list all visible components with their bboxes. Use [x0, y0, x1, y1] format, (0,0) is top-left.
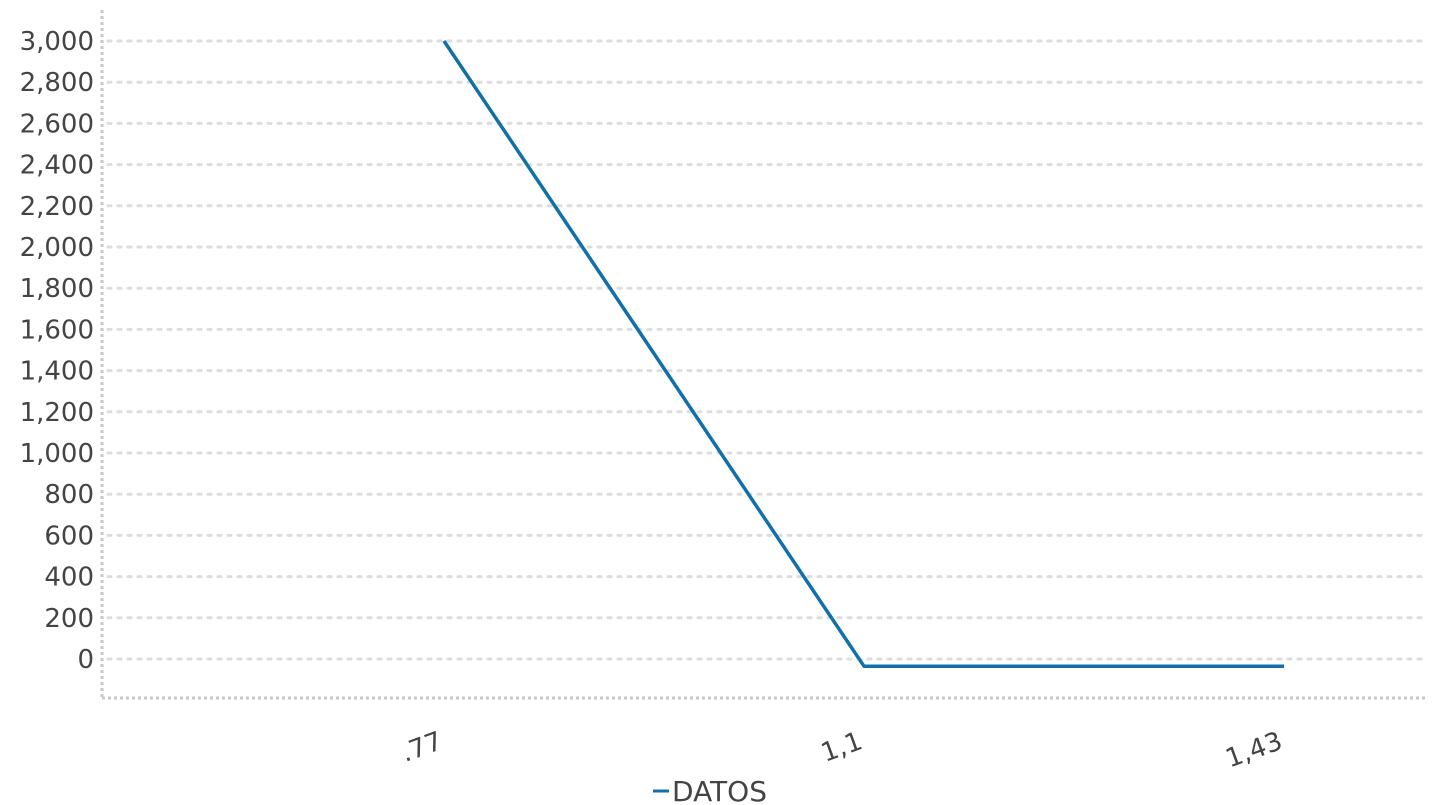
- y-tick-label: 2,600: [20, 109, 94, 139]
- x-axis-tick-labels: .77 1,1 1,43: [397, 726, 1286, 774]
- y-tick-label: 800: [44, 480, 94, 510]
- x-tick-label: .77: [397, 726, 446, 768]
- y-tick-label: 1,000: [20, 439, 94, 469]
- y-tick-label: 2,800: [20, 68, 94, 98]
- y-tick-label: 200: [44, 604, 94, 634]
- y-tick-label: 2,000: [20, 233, 94, 263]
- y-tick-label: 400: [44, 563, 94, 593]
- y-axis-tick-labels: 0 200 400 600 800 1,000 1,200 1,400 1,600 1,800 2,…: [20, 27, 94, 675]
- gridlines: [106, 39, 1430, 661]
- axes: [100, 10, 1428, 700]
- x-tick-label: 1,1: [817, 726, 866, 768]
- legend-label-datos: DATOS: [672, 775, 767, 805]
- x-tick-label: 1,43: [1222, 726, 1287, 774]
- series-line-datos: [442, 40, 1284, 668]
- y-tick-label: 1,800: [20, 274, 94, 304]
- y-tick-label: 2,200: [20, 192, 94, 222]
- y-tick-label: 1,400: [20, 357, 94, 387]
- y-tick-label: 1,600: [20, 315, 94, 345]
- y-tick-label: 600: [44, 521, 94, 551]
- y-tick-label: 1,200: [20, 398, 94, 428]
- series-lines: [442, 40, 1284, 668]
- legend: DATOS: [653, 775, 767, 805]
- y-tick-label: 0: [77, 645, 94, 675]
- y-tick-label: 3,000: [20, 27, 94, 57]
- y-tick-label: 2,400: [20, 151, 94, 181]
